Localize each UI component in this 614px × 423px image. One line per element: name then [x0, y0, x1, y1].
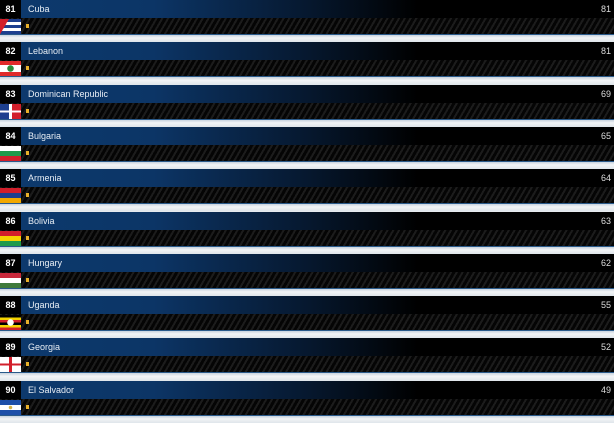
country-name[interactable]: Hungary: [28, 257, 63, 268]
score: 64: [600, 173, 611, 184]
hungary-flag-icon: [0, 272, 21, 288]
country-name[interactable]: Cuba: [28, 4, 50, 14]
cuba-flag-icon: [0, 19, 21, 34]
list-item[interactable]: 83 Dominican Republic 69: [0, 84, 614, 127]
list-item[interactable]: 85 Armenia 64: [0, 169, 614, 212]
rank: 90: [0, 380, 21, 399]
score: 81: [600, 46, 611, 57]
marker-icon: [26, 66, 29, 71]
score: 55: [600, 300, 611, 311]
rank: 88: [0, 296, 21, 315]
georgia-flag-icon: [0, 357, 21, 373]
country-name[interactable]: El Salvador: [28, 384, 75, 395]
score-bar: [0, 187, 614, 205]
row-header: 88 Uganda 55: [0, 296, 614, 315]
row-header: 89 Georgia 52: [0, 338, 614, 357]
divider: [0, 288, 614, 297]
country-name[interactable]: Georgia: [28, 342, 61, 353]
score-bar: [0, 18, 614, 35]
armenia-flag-icon: [0, 188, 21, 204]
rank: 83: [0, 84, 21, 103]
marker-icon: [26, 235, 29, 240]
country-name[interactable]: Dominican Republic: [28, 88, 109, 99]
score: 65: [600, 130, 611, 141]
country-name[interactable]: Bulgaria: [28, 130, 62, 141]
score-bar: [0, 271, 614, 289]
score: 69: [600, 88, 611, 99]
list-item[interactable]: 82 Lebanon 81: [0, 42, 614, 85]
row-header: 81 Cuba 81: [0, 0, 614, 18]
list-item[interactable]: 81 Cuba 81: [0, 0, 614, 43]
score: 81: [600, 4, 611, 14]
list-item[interactable]: 90 El Salvador 49: [0, 380, 614, 423]
lebanon-flag-icon: [0, 61, 21, 77]
marker-icon: [26, 193, 29, 198]
list-item[interactable]: 84 Bulgaria 65: [0, 126, 614, 170]
rank: 87: [0, 253, 21, 272]
score: 63: [600, 215, 611, 226]
country-name[interactable]: Armenia: [28, 173, 62, 184]
score: 62: [600, 257, 611, 268]
rank: 84: [0, 126, 21, 145]
divider: [0, 161, 614, 170]
marker-icon: [26, 277, 29, 282]
list-item[interactable]: 86 Bolivia 63: [0, 211, 614, 254]
rank: 85: [0, 169, 21, 188]
score: 49: [600, 384, 611, 395]
marker-icon: [26, 320, 29, 325]
divider: [0, 77, 614, 85]
score-bar: [0, 102, 614, 120]
score-bar: [0, 229, 614, 247]
uganda-flag-icon: [0, 315, 21, 331]
dominican-republic-flag-icon: [0, 103, 21, 119]
divider: [0, 246, 614, 254]
rank: 82: [0, 42, 21, 61]
divider: [0, 35, 614, 43]
row-header: 87 Hungary 62: [0, 253, 614, 272]
row-header: 84 Bulgaria 65: [0, 126, 614, 145]
divider: [0, 204, 614, 212]
list-item[interactable]: 87 Hungary 62: [0, 253, 614, 297]
marker-icon: [26, 150, 29, 155]
row-header: 86 Bolivia 63: [0, 211, 614, 230]
row-header: 83 Dominican Republic 69: [0, 84, 614, 103]
list-item[interactable]: 89 Georgia 52: [0, 338, 614, 381]
score-bar: [0, 144, 614, 162]
divider: [0, 415, 614, 423]
el-salvador-flag-icon: [0, 399, 21, 415]
divider: [0, 119, 614, 127]
country-name[interactable]: Lebanon: [28, 46, 64, 57]
rank: 86: [0, 211, 21, 230]
divider: [0, 373, 614, 381]
score-bar: [0, 60, 614, 78]
marker-icon: [26, 362, 29, 367]
rank: 81: [0, 0, 21, 18]
country-name[interactable]: Bolivia: [28, 215, 55, 226]
marker-icon: [26, 108, 29, 113]
marker-icon: [26, 24, 29, 28]
score-bar: [0, 314, 614, 332]
row-header: 90 El Salvador 49: [0, 380, 614, 399]
row-header: 85 Armenia 64: [0, 169, 614, 188]
divider: [0, 331, 614, 339]
score-bar: [0, 356, 614, 374]
rank: 89: [0, 338, 21, 357]
score-bar: [0, 398, 614, 416]
marker-icon: [26, 404, 29, 409]
bolivia-flag-icon: [0, 230, 21, 246]
row-header: 82 Lebanon 81: [0, 42, 614, 61]
country-name[interactable]: Uganda: [28, 300, 60, 311]
bulgaria-flag-icon: [0, 145, 21, 161]
score: 52: [600, 342, 611, 353]
list-item[interactable]: 88 Uganda 55: [0, 296, 614, 339]
